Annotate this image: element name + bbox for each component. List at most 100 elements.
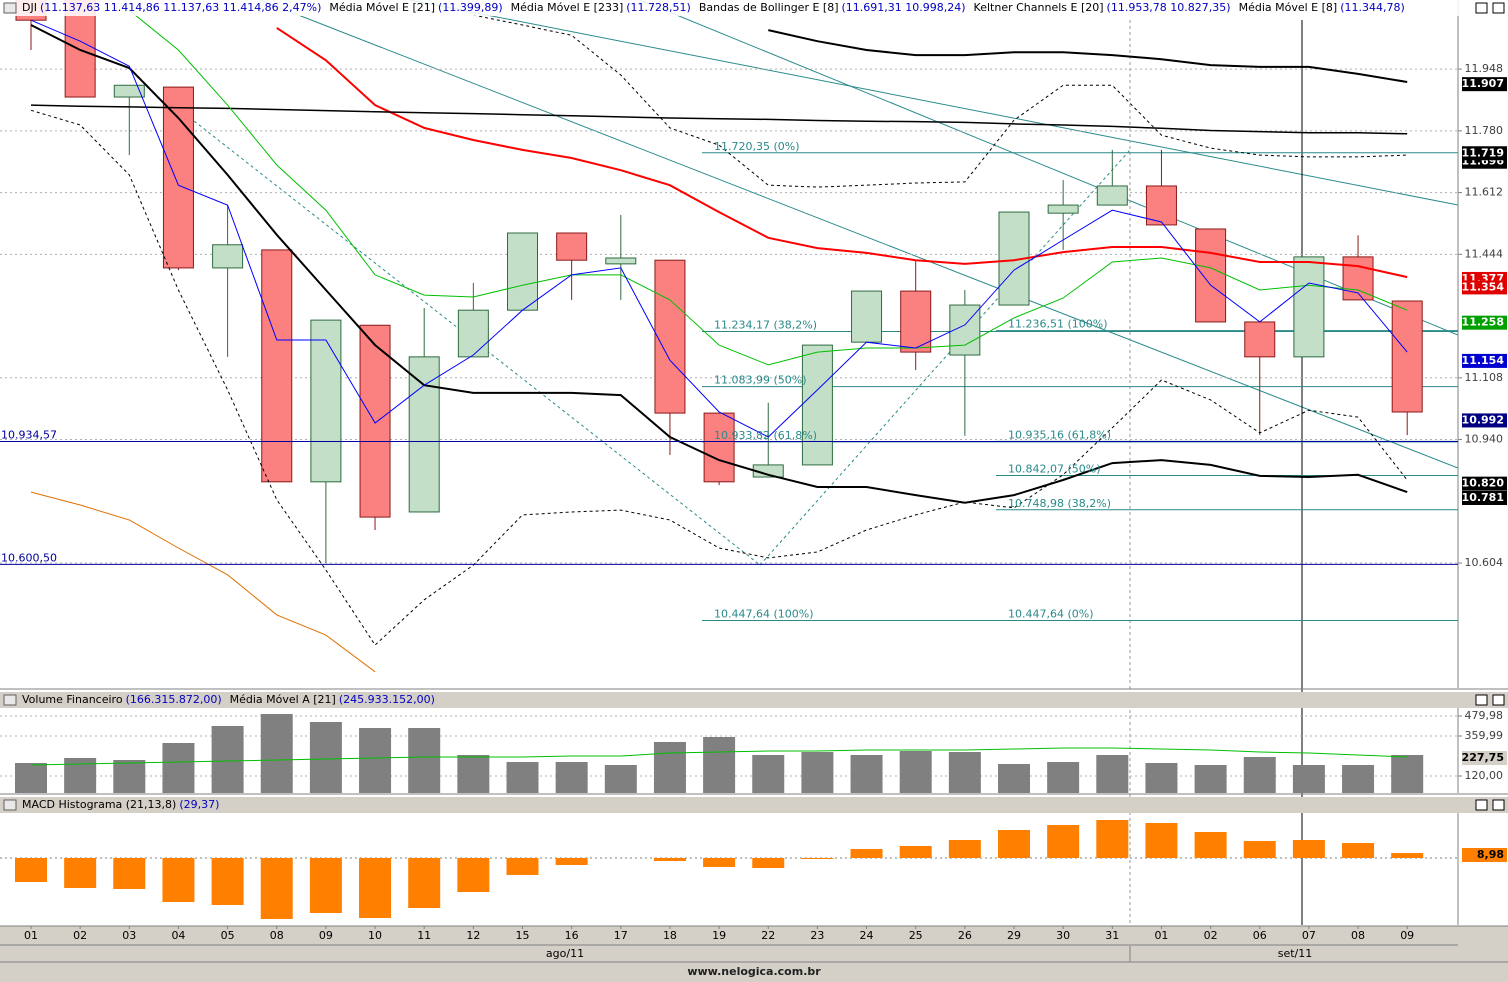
bar [211, 726, 244, 793]
window-button[interactable] [1492, 2, 1505, 14]
panel-title: Volume Financeiro (166.315.872,00) Média M… [22, 693, 435, 706]
panel-header [0, 692, 1508, 708]
footer: www.nelogica.com.br [687, 965, 821, 978]
fib-label: 10.748,98 (38,2%) [1008, 497, 1111, 510]
bar [457, 755, 490, 793]
candle-body [1244, 321, 1276, 358]
bar [850, 849, 883, 858]
price-marker-label: 8,98 [1477, 848, 1504, 861]
plot-area [0, 714, 1458, 793]
candle-body [1096, 185, 1128, 206]
indicator-name: MACD Histograma (21,13,8) [22, 798, 176, 811]
bar [359, 728, 392, 793]
candle-body [507, 232, 538, 311]
candle-body [212, 244, 244, 269]
candle-body [359, 324, 391, 518]
fib-label: 11.236,51 (100%) [1008, 318, 1108, 331]
bar [1145, 823, 1178, 858]
bar [1096, 820, 1129, 858]
bar [408, 728, 441, 793]
candle-body [1047, 204, 1079, 214]
panel-header [0, 0, 1508, 16]
candle-body [654, 259, 686, 414]
window-button[interactable] [1492, 694, 1505, 706]
x-tick-label: 31 [1105, 929, 1119, 942]
candle-body [801, 344, 833, 466]
x-tick-label: 09 [319, 929, 333, 942]
trendline [759, 149, 1131, 566]
bar [850, 755, 883, 793]
x-tick-label: 26 [958, 929, 972, 942]
x-tick-label: 06 [1253, 929, 1267, 942]
candle-body [1195, 228, 1227, 323]
x-tick-label: 02 [1204, 929, 1218, 942]
bar [359, 858, 392, 918]
indicator-name: Média Móvel E [21] [329, 1, 435, 14]
x-tick-label: 12 [466, 929, 480, 942]
indicator-name: Bandas de Bollinger E [8] [699, 1, 839, 14]
x-tick-label: 25 [909, 929, 923, 942]
bar [752, 858, 785, 868]
fib-label: 11.234,17 (38,2%) [714, 318, 817, 331]
fib-label: 10.935,16 (61,8%) [1008, 428, 1111, 441]
y-tick-label: 359,99 [1465, 729, 1504, 742]
x-tick-label: 04 [171, 929, 185, 942]
indicator-values: (11.399,89) [438, 1, 503, 14]
y-tick-label: 11.612 [1465, 186, 1504, 199]
price-marker-label: 227,75 [1462, 751, 1504, 764]
window-button[interactable] [1475, 694, 1488, 706]
x-tick-label: 01 [24, 929, 38, 942]
bar [1096, 755, 1129, 793]
bar [260, 714, 293, 793]
window-button[interactable] [1475, 2, 1488, 14]
x-tick-label: 30 [1056, 929, 1070, 942]
x-tick-label: 08 [270, 929, 284, 942]
header-icon [3, 2, 17, 14]
fib-label: 10.933,82 (61,8%) [714, 429, 817, 442]
indicator-line [30, 19, 1408, 438]
x-tick-label: 02 [73, 929, 87, 942]
price-marker [1462, 280, 1507, 295]
bar [1342, 765, 1375, 793]
candle-body [408, 356, 440, 513]
trendline [259, 0, 1458, 469]
bar [211, 858, 244, 905]
bar [309, 858, 342, 913]
x-tick-label: 16 [565, 929, 579, 942]
indicator-values: (11.691,31 10.998,24) [842, 1, 966, 14]
bar [703, 858, 736, 867]
x-tick-label: 09 [1400, 929, 1414, 942]
bar [1391, 853, 1424, 858]
indicator-name: Keltner Channels E [20] [974, 1, 1104, 14]
indicator-name: Média Móvel E [8] [1239, 1, 1338, 14]
bar [555, 858, 588, 865]
indicator-line [30, 109, 1408, 646]
price-marker [1462, 751, 1507, 766]
price-marker [1462, 146, 1507, 161]
plot-area [0, 820, 1458, 919]
month-label: set/11 [1278, 947, 1313, 960]
bar [998, 830, 1030, 858]
y-tick-label: 120,00 [1465, 769, 1504, 782]
window-button[interactable] [1492, 799, 1505, 811]
header-icon [3, 799, 17, 811]
window-button[interactable] [1475, 799, 1488, 811]
bar [1047, 762, 1080, 793]
bar [653, 858, 686, 861]
y-tick-label: 11.780 [1465, 124, 1504, 137]
bar [703, 737, 736, 793]
bar [899, 846, 932, 858]
bar [1342, 843, 1375, 858]
panel-title: MACD Histograma (21,13,8) (29,37) [22, 798, 219, 811]
price-marker [1462, 77, 1507, 92]
price-marker [1462, 353, 1507, 368]
x-tick-label: 15 [516, 929, 530, 942]
candle-body [1293, 256, 1325, 358]
bar [506, 762, 539, 793]
panel-title: DJI (11.137,63 11.414,86 11.137,63 11.414… [22, 1, 1405, 14]
x-tick-label: 10 [368, 929, 382, 942]
x-tick-label: 17 [614, 929, 628, 942]
x-axis-strip [0, 926, 1508, 982]
